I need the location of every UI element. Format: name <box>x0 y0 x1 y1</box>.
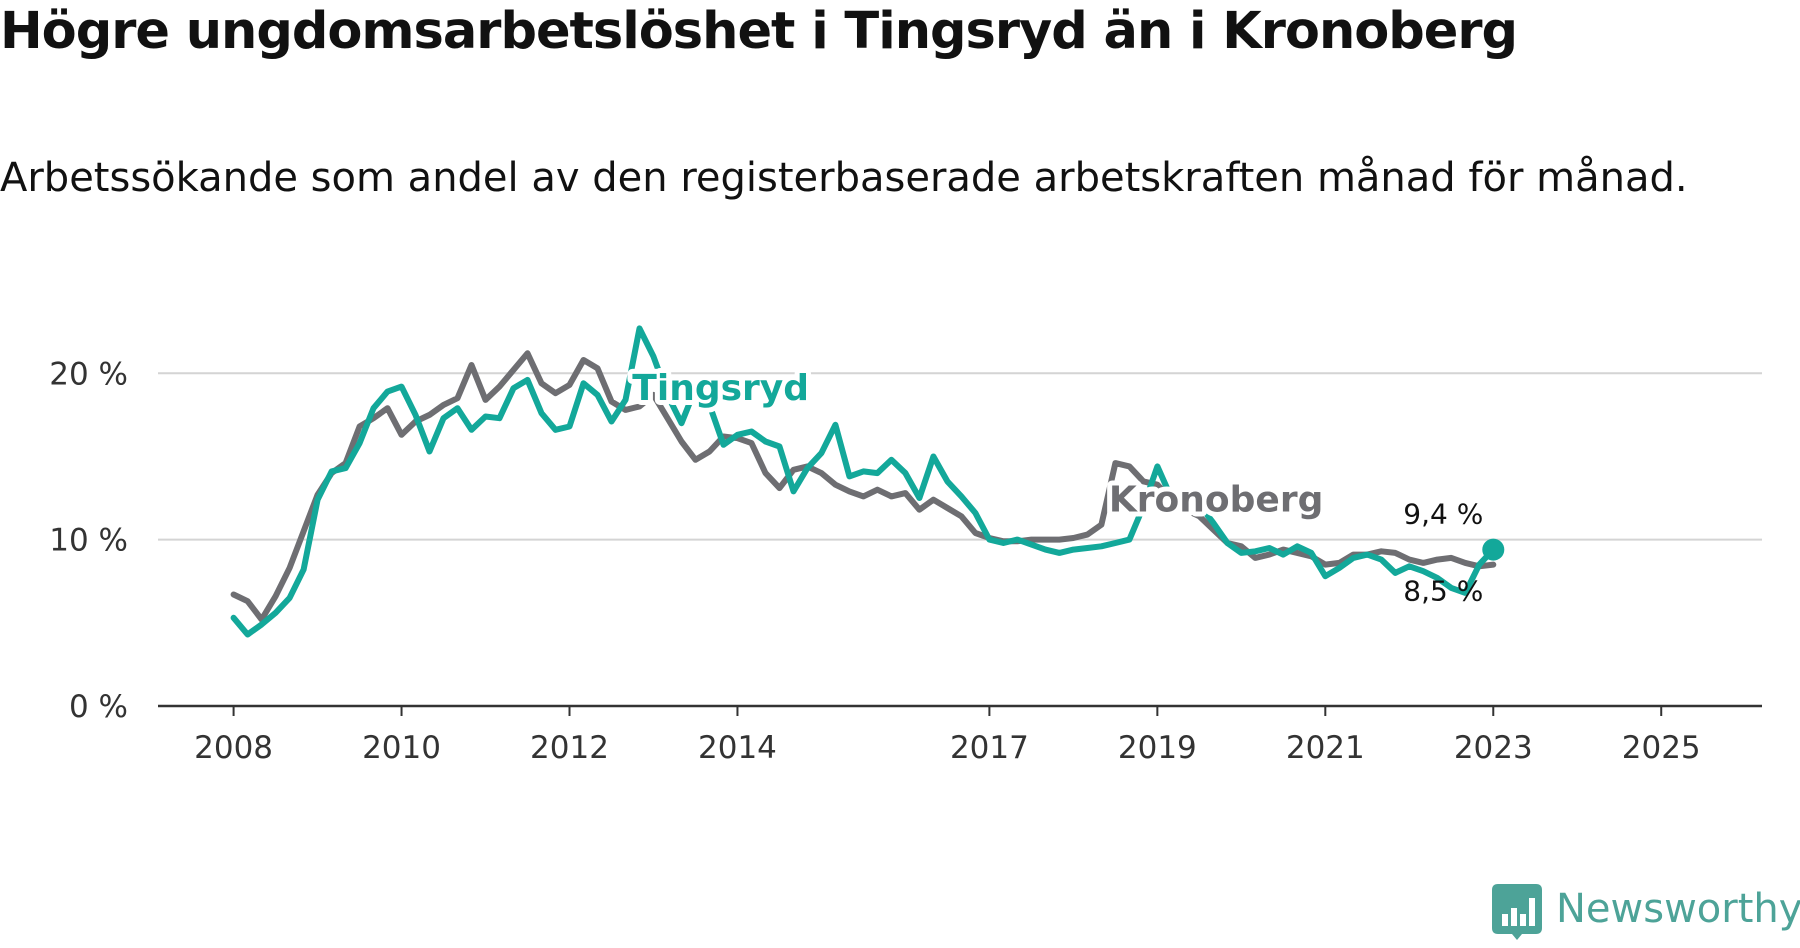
x-tick-label: 2021 <box>1286 730 1365 766</box>
axes: 0 % 10 % 20 % 2008 2010 2012 2014 2017 2019 2021 2… <box>49 356 1762 766</box>
x-tick-label: 2014 <box>698 730 777 766</box>
x-tick-label: 2010 <box>362 730 441 766</box>
end-value-label-kronoberg: 8,5 % <box>1403 575 1483 608</box>
x-tick-label: 2017 <box>950 730 1029 766</box>
series-label-halo: Tingsryd <box>632 368 809 409</box>
series-lines <box>230 325 1497 638</box>
x-tick-label: 2012 <box>530 730 609 766</box>
brand-name: Newsworthy <box>1556 886 1800 932</box>
y-tick-label: 0 % <box>69 689 128 725</box>
series-label-kronoberg: Kronoberg <box>1109 480 1323 521</box>
end-marker-tingsryd <box>1482 538 1505 561</box>
x-tick-label: 2008 <box>194 730 273 766</box>
y-tick-label: 10 % <box>49 523 128 559</box>
series-label-tingsryd: Tingsryd <box>632 368 809 409</box>
series-line-kronoberg <box>230 350 1497 623</box>
x-tick-label: 2023 <box>1454 730 1533 766</box>
chart-subtitle: Arbetssökande som andel av den registerb… <box>0 155 1688 201</box>
y-tick-label: 20 % <box>49 356 128 392</box>
newsworthy-logo-icon <box>1492 884 1542 940</box>
end-value-label-tingsryd: 9,4 % <box>1403 498 1483 531</box>
brand-logo: Newsworthy <box>1492 884 1800 940</box>
labels: 9,4 %8,5 %TingsrydTingsrydKronobergKrono… <box>627 363 1505 608</box>
series-label-halo: Kronoberg <box>1109 480 1323 521</box>
series-line-tingsryd <box>230 325 1497 638</box>
x-tick-label: 2019 <box>1118 730 1197 766</box>
x-tick-label: 2025 <box>1622 730 1701 766</box>
chart-title: Högre ungdomsarbetslöshet i Tingsryd än … <box>0 2 1518 61</box>
